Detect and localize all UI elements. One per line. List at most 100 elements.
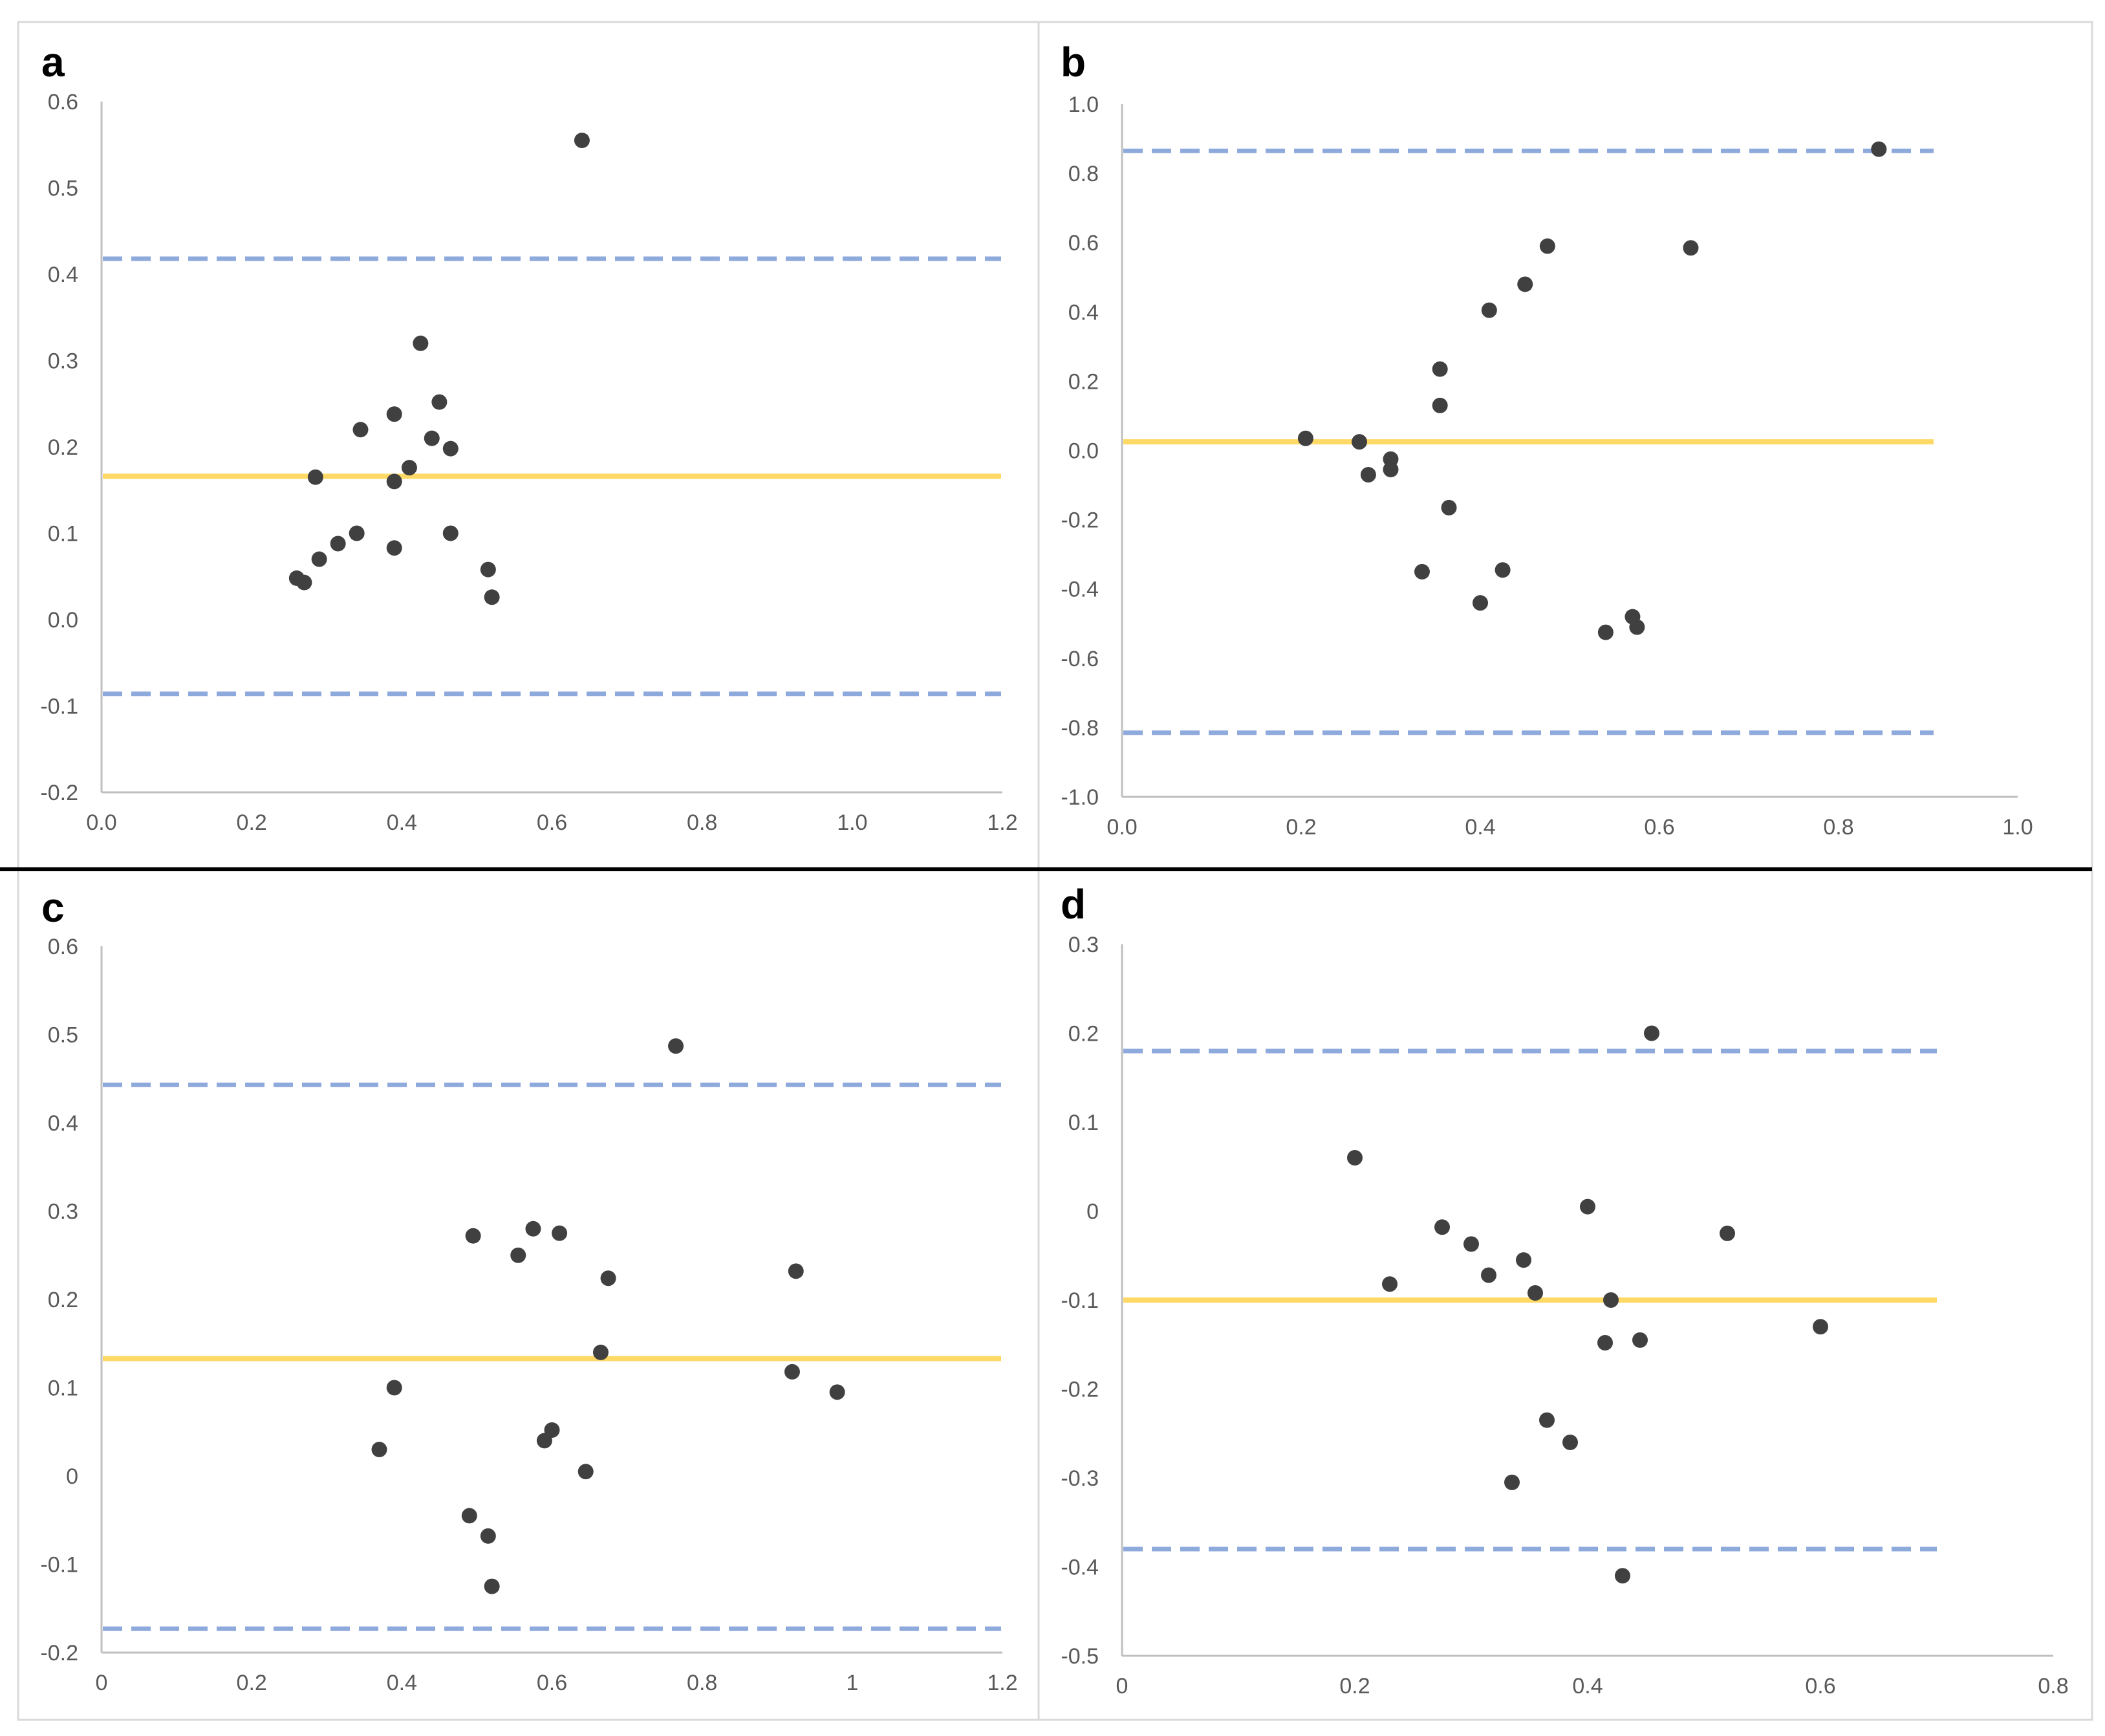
data-point [510,1247,526,1263]
data-point [484,589,500,605]
data-point [1603,1292,1619,1308]
data-point [424,430,440,446]
x-tick-label: 0.8 [687,1671,717,1695]
data-point [296,574,312,591]
panel-d: d -0.5 -0.4 -0.3 -0.2 -0.1 0 0.1 0.2 0.3 0 0.2 0.4 0.… [1061,881,2069,1698]
y-tick-label: -0.2 [1061,508,1099,533]
y-tick-label: 0.1 [48,522,78,547]
data-point [1644,1025,1659,1041]
data-point [1683,240,1699,256]
y-tick-label: 0.4 [48,1111,78,1136]
y-tick-label: 0 [66,1464,78,1489]
data-point [349,525,365,541]
panel-b: b -1.0 -0.8 -0.6 -0.4 -0.2 0.0 0.2 0.4 0.6 0.8 1.0 0… [1061,39,2033,840]
y-tick-label: 0.2 [48,1288,78,1312]
x-tick-label: 0.6 [1805,1674,1835,1698]
data-point [386,540,402,556]
data-point [431,394,448,410]
x-tick-label: 0.2 [237,1671,267,1695]
x-tick-label: 1.2 [987,1671,1017,1695]
data-point [1597,624,1614,640]
y-tick-label: 0.5 [48,1023,78,1048]
x-tick-label: 0 [1116,1674,1128,1698]
y-tick-label: 0.2 [48,435,78,460]
data-point [600,1270,616,1286]
x-tick-label: 0.6 [1644,815,1674,840]
y-tick-label: 0.3 [48,349,78,374]
data-point [1495,562,1511,578]
y-tick-label: 0.0 [48,608,78,633]
y-tick-label: -0.4 [1061,578,1099,602]
y-tick-label: -0.4 [1061,1556,1099,1580]
y-tick-label: 0.2 [1068,1022,1099,1047]
x-tick-label: 0.2 [1339,1674,1370,1698]
x-tick-label: 0.6 [537,810,567,835]
x-tick-label: 0.0 [1106,815,1137,840]
data-point [461,1508,477,1524]
y-tick-label: 1.0 [1068,92,1099,117]
x-tick-label: 0.4 [1572,1674,1603,1698]
y-tick-label: -0.8 [1061,716,1099,741]
x-tick-label: 0.4 [1465,815,1495,840]
data-point [401,460,417,476]
panel-letter-c: c [41,884,65,931]
y-tick-label: 0.4 [48,263,78,287]
y-tick-label: 0.0 [1068,439,1099,464]
data-point [371,1442,387,1458]
y-tick-label: 0.3 [1068,933,1099,957]
data-point [311,551,327,567]
y-tick-label: 0.1 [1068,1111,1099,1135]
y-tick-label: 0.3 [48,1200,78,1224]
x-tick-label: 1.2 [987,810,1017,835]
x-tick-label: 0.4 [387,810,417,835]
y-tick-label: 0.6 [48,90,78,114]
panel-letter-b: b [1061,39,1086,85]
data-point [1347,1150,1363,1166]
x-tick-label: 0.6 [537,1671,567,1695]
x-tick-label: 0 [96,1671,108,1695]
data-point [1434,1219,1450,1235]
data-point [386,473,402,490]
data-point [386,406,402,422]
data-point [386,1380,402,1396]
y-tick-label: 0.6 [1068,231,1099,255]
data-point [1481,302,1497,318]
x-tick-label: 0.2 [237,810,267,835]
x-tick-label: 1.0 [2002,815,2033,840]
data-point [1871,141,1887,157]
data-point [574,133,590,149]
y-tick-label: -0.6 [1061,647,1099,671]
data-point [352,422,369,438]
data-point [1539,1412,1555,1428]
data-point [1516,1252,1531,1268]
y-tick-label: -0.2 [40,1641,78,1665]
y-tick-label: 0.1 [48,1376,78,1401]
data-point [668,1038,684,1054]
data-point [1539,238,1555,254]
data-point [1517,276,1533,292]
y-tick-label: -0.3 [1061,1466,1099,1491]
data-point [442,440,459,457]
data-point [1813,1319,1828,1335]
data-point [1504,1474,1520,1490]
data-point [544,1422,560,1438]
y-tick-label: 0.6 [48,935,78,959]
x-tick-label: 1 [846,1671,858,1695]
y-tick-label: 0 [1086,1200,1099,1224]
data-point [1352,434,1368,450]
data-point [484,1578,500,1594]
data-point [1481,1267,1496,1283]
y-tick-label: 0.2 [1068,369,1099,394]
y-tick-label: 0.8 [1068,162,1099,186]
data-point [413,335,429,351]
data-point [1562,1435,1578,1450]
data-point [465,1228,481,1244]
y-tick-label: -0.1 [40,1553,78,1578]
x-tick-label: 0.0 [86,810,116,835]
data-point [1360,466,1376,483]
y-tick-label: 0.4 [1068,300,1099,325]
data-point [442,525,459,541]
data-point [788,1263,804,1279]
panel-c: c -0.2 -0.1 0 0.1 0.2 0.3 0.4 0.5 0.6 0 0.2 0.4 0.6 0.… [40,884,1017,1695]
